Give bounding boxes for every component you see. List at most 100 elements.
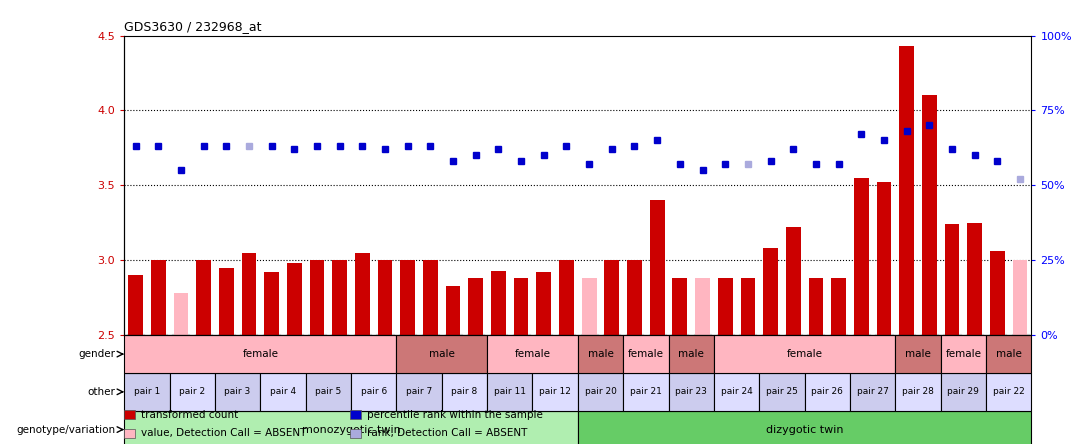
Bar — [623, 335, 669, 373]
Bar — [174, 293, 188, 335]
Bar — [124, 335, 396, 373]
Text: male: male — [996, 349, 1022, 359]
Bar — [714, 335, 895, 373]
Bar — [242, 253, 256, 335]
Text: male: male — [905, 349, 931, 359]
Bar — [378, 260, 392, 335]
Bar — [854, 178, 868, 335]
Bar — [900, 46, 914, 335]
Text: pair 24: pair 24 — [720, 387, 753, 396]
Bar — [219, 268, 233, 335]
Bar — [945, 224, 959, 335]
Bar — [287, 263, 301, 335]
Bar — [850, 373, 895, 411]
Bar — [170, 373, 215, 411]
Bar — [714, 373, 759, 411]
Bar — [396, 335, 487, 373]
Text: pair 2: pair 2 — [179, 387, 205, 396]
Bar — [537, 272, 551, 335]
Bar — [578, 411, 1031, 444]
Bar — [306, 373, 351, 411]
Text: female: female — [945, 349, 982, 359]
Text: pair 22: pair 22 — [993, 387, 1025, 396]
Bar — [627, 260, 642, 335]
Bar — [129, 275, 143, 335]
Text: pair 27: pair 27 — [856, 387, 889, 396]
Text: pair 29: pair 29 — [947, 387, 980, 396]
Bar — [396, 373, 442, 411]
Text: percentile rank within the sample: percentile rank within the sample — [366, 410, 542, 420]
Bar — [442, 373, 487, 411]
Bar — [759, 373, 805, 411]
Bar — [487, 335, 578, 373]
Bar — [333, 260, 347, 335]
Text: pair 28: pair 28 — [902, 387, 934, 396]
Text: transformed count: transformed count — [140, 410, 238, 420]
Bar — [559, 260, 573, 335]
Bar — [197, 260, 211, 335]
Text: other: other — [87, 387, 116, 397]
Text: pair 6: pair 6 — [361, 387, 387, 396]
Text: pair 3: pair 3 — [225, 387, 251, 396]
Bar — [215, 373, 260, 411]
Bar — [623, 373, 669, 411]
Text: pair 7: pair 7 — [406, 387, 432, 396]
Bar — [265, 272, 279, 335]
Bar — [832, 278, 846, 335]
Bar — [124, 410, 135, 419]
Bar — [805, 373, 850, 411]
Bar — [718, 278, 732, 335]
Bar — [986, 373, 1031, 411]
Bar — [491, 271, 505, 335]
Text: pair 1: pair 1 — [134, 387, 160, 396]
Bar — [986, 335, 1031, 373]
Bar — [741, 278, 755, 335]
Bar — [124, 373, 170, 411]
Bar — [423, 260, 437, 335]
Text: female: female — [627, 349, 664, 359]
Text: pair 8: pair 8 — [451, 387, 477, 396]
Text: male: male — [678, 349, 704, 359]
Text: pair 26: pair 26 — [811, 387, 843, 396]
Bar — [605, 260, 619, 335]
Text: genotype/variation: genotype/variation — [16, 424, 116, 435]
Bar — [1013, 260, 1027, 335]
Text: pair 4: pair 4 — [270, 387, 296, 396]
Text: pair 5: pair 5 — [315, 387, 341, 396]
Text: pair 12: pair 12 — [539, 387, 571, 396]
Bar — [696, 278, 710, 335]
Bar — [895, 335, 941, 373]
Bar — [124, 429, 135, 438]
Bar — [532, 373, 578, 411]
Bar — [669, 335, 714, 373]
Text: pair 20: pair 20 — [584, 387, 617, 396]
Text: pair 23: pair 23 — [675, 387, 707, 396]
Bar — [260, 373, 306, 411]
Bar — [401, 260, 415, 335]
Bar — [922, 95, 936, 335]
Text: pair 25: pair 25 — [766, 387, 798, 396]
Text: value, Detection Call = ABSENT: value, Detection Call = ABSENT — [140, 428, 307, 438]
Text: male: male — [588, 349, 613, 359]
Bar — [941, 335, 986, 373]
Text: male: male — [429, 349, 455, 359]
Text: dizygotic twin: dizygotic twin — [766, 424, 843, 435]
Bar — [355, 253, 369, 335]
Text: GDS3630 / 232968_at: GDS3630 / 232968_at — [124, 20, 261, 33]
Text: pair 11: pair 11 — [494, 387, 526, 396]
Text: female: female — [514, 349, 551, 359]
Bar — [310, 260, 324, 335]
Text: monozygotic twin: monozygotic twin — [301, 424, 401, 435]
Bar — [968, 223, 982, 335]
Bar — [669, 373, 714, 411]
Bar — [809, 278, 823, 335]
Bar — [514, 278, 528, 335]
Bar — [786, 227, 800, 335]
Bar — [350, 410, 361, 419]
Bar — [469, 278, 483, 335]
Text: pair 21: pair 21 — [630, 387, 662, 396]
Bar — [941, 373, 986, 411]
Bar — [990, 251, 1004, 335]
Bar — [151, 260, 165, 335]
Bar — [764, 248, 778, 335]
